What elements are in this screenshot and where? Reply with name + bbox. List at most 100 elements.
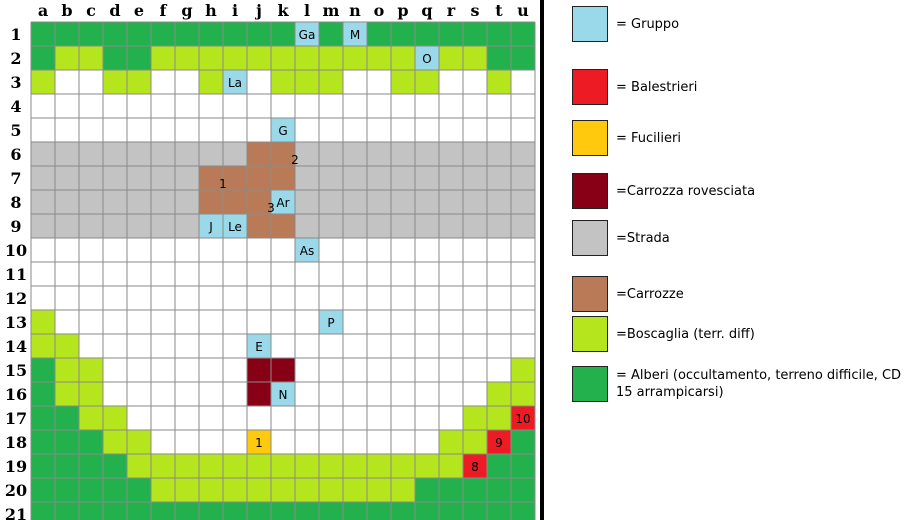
cell-s5 xyxy=(463,118,487,142)
legend-label-fucilieri: = Fucilieri xyxy=(616,130,681,146)
cell-g21 xyxy=(175,502,199,520)
column-label-l: l xyxy=(304,1,310,20)
cell-q9 xyxy=(415,214,439,238)
cell-j2 xyxy=(247,46,271,70)
cell-m19 xyxy=(319,454,343,478)
cell-d10 xyxy=(103,238,127,262)
legend-swatch-fucilieri xyxy=(572,120,608,156)
cell-d9 xyxy=(103,214,127,238)
token-balestrieri-8[interactable]: 8 xyxy=(471,460,479,474)
cell-k2 xyxy=(271,46,295,70)
cell-b1 xyxy=(55,22,79,46)
cell-h4 xyxy=(199,94,223,118)
cell-a6 xyxy=(31,142,55,166)
cell-t21 xyxy=(487,502,511,520)
cell-a14 xyxy=(31,334,55,358)
column-label-r: r xyxy=(447,1,456,20)
cell-o4 xyxy=(367,94,391,118)
cell-b9 xyxy=(55,214,79,238)
cell-p13 xyxy=(391,310,415,334)
cell-o14 xyxy=(367,334,391,358)
token-gruppo-Le[interactable]: Le xyxy=(228,220,242,234)
cell-k1 xyxy=(271,22,295,46)
cell-d3 xyxy=(103,70,127,94)
cell-b2 xyxy=(55,46,79,70)
cell-t19 xyxy=(487,454,511,478)
cell-m20 xyxy=(319,478,343,502)
cell-t20 xyxy=(487,478,511,502)
cell-m1 xyxy=(319,22,343,46)
cell-k14 xyxy=(271,334,295,358)
token-balestrieri-10[interactable]: 10 xyxy=(515,412,530,426)
cell-l3 xyxy=(295,70,319,94)
token-gruppo-N[interactable]: N xyxy=(279,388,288,402)
cell-u14 xyxy=(511,334,535,358)
cell-a2 xyxy=(31,46,55,70)
cell-t16 xyxy=(487,382,511,406)
cell-e18 xyxy=(127,430,151,454)
column-label-b: b xyxy=(61,1,72,20)
cell-l10 xyxy=(295,238,319,262)
cell-r6 xyxy=(439,142,463,166)
cell-r17 xyxy=(439,406,463,430)
cell-f13 xyxy=(151,310,175,334)
legend-item-fucilieri: = Fucilieri xyxy=(572,120,681,156)
cell-c3 xyxy=(79,70,103,94)
cell-e3 xyxy=(127,70,151,94)
cell-l6 xyxy=(295,142,319,166)
cell-p10 xyxy=(391,238,415,262)
legend-label-strada: =Strada xyxy=(616,230,670,246)
legend-label-balestrieri: = Balestrieri xyxy=(616,79,698,95)
cell-e17 xyxy=(127,406,151,430)
cell-h16 xyxy=(199,382,223,406)
cell-m8 xyxy=(319,190,343,214)
cell-b11 xyxy=(55,262,79,286)
cell-k9 xyxy=(271,214,295,238)
cell-j8 xyxy=(247,190,271,214)
cell-i8 xyxy=(223,190,247,214)
cell-j9 xyxy=(247,214,271,238)
cell-h3 xyxy=(199,70,223,94)
token-gruppo-La[interactable]: La xyxy=(228,76,242,90)
cell-l14 xyxy=(295,334,319,358)
column-label-h: h xyxy=(205,1,217,20)
cell-n9 xyxy=(343,214,367,238)
cell-g19 xyxy=(175,454,199,478)
legend-item-alberi: = Alberi (occultamento, terreno difficil… xyxy=(572,366,902,402)
cell-f1 xyxy=(151,22,175,46)
token-gruppo-Ga[interactable]: Ga xyxy=(299,28,316,42)
cell-t11 xyxy=(487,262,511,286)
cell-a7 xyxy=(31,166,55,190)
cell-r5 xyxy=(439,118,463,142)
cell-p8 xyxy=(391,190,415,214)
cell-k8 xyxy=(271,190,295,214)
token-gruppo-M[interactable]: M xyxy=(350,28,360,42)
cell-n13 xyxy=(343,310,367,334)
cell-k6 xyxy=(271,142,295,166)
token-gruppo-G[interactable]: G xyxy=(278,124,287,138)
token-fucilieri-1[interactable]: 1 xyxy=(255,436,263,450)
cell-n1 xyxy=(343,22,367,46)
cell-a17 xyxy=(31,406,55,430)
legend-item-strada: =Strada xyxy=(572,220,670,256)
cell-q8 xyxy=(415,190,439,214)
cell-g16 xyxy=(175,382,199,406)
cell-e14 xyxy=(127,334,151,358)
token-balestrieri-9[interactable]: 9 xyxy=(495,436,503,450)
cell-q19 xyxy=(415,454,439,478)
cell-i14 xyxy=(223,334,247,358)
token-gruppo-Ar[interactable]: Ar xyxy=(276,196,289,210)
token-gruppo-E[interactable]: E xyxy=(255,340,263,354)
token-gruppo-P[interactable]: P xyxy=(327,316,334,330)
token-gruppo-J[interactable]: J xyxy=(208,220,213,234)
cell-r21 xyxy=(439,502,463,520)
token-gruppo-As[interactable]: As xyxy=(300,244,314,258)
token-gruppo-O[interactable]: O xyxy=(422,52,431,66)
cell-f16 xyxy=(151,382,175,406)
cell-s3 xyxy=(463,70,487,94)
cell-l19 xyxy=(295,454,319,478)
cell-g4 xyxy=(175,94,199,118)
cell-h10 xyxy=(199,238,223,262)
cell-c16 xyxy=(79,382,103,406)
cell-p2 xyxy=(391,46,415,70)
